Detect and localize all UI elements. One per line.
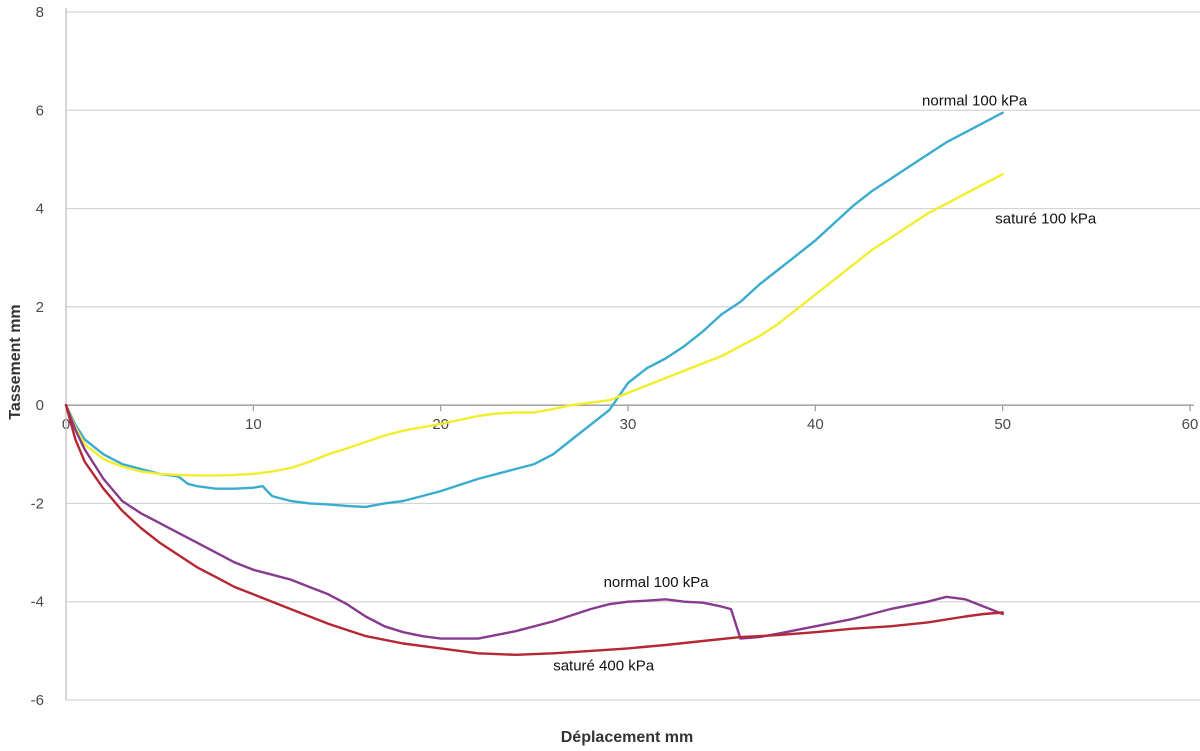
x-tick-label: 10 [245,416,262,433]
series-line-1 [64,111,1004,509]
series-lines [64,111,1004,656]
y-tick-label: 2 [36,299,44,316]
series-label-2: saturé 100 kPa [995,210,1097,227]
series-line-3 [64,403,1004,640]
y-axis: -6 -4 -2 0 2 4 6 8 [31,4,67,709]
series-label-3: normal 100 kPa [604,574,710,591]
x-tick-label: 30 [620,416,637,433]
y-tick-label: 8 [36,4,44,21]
y-tick-label: 6 [36,102,44,119]
x-tick-label: 60 [1182,416,1199,433]
series-line-2 [64,172,1004,477]
y-tick-label: -4 [31,594,44,611]
y-tick-label: 0 [36,397,44,414]
series-line-4 [64,403,1004,656]
x-axis: 0102030405060 [62,404,1199,433]
y-axis-title: Tassement mm [7,304,24,419]
y-tick-label: -6 [31,692,44,709]
series-label-4: saturé 400 kPa [553,658,655,675]
x-tick-label: 40 [807,416,824,433]
gridlines [66,11,1200,701]
series-label-1: normal 100 kPa [922,92,1028,109]
y-tick-label: -2 [31,495,44,512]
x-axis-title: Déplacement mm [561,729,694,746]
y-tick-label: 4 [36,201,44,218]
x-tick-label: 50 [994,416,1011,433]
series-labels: normal 100 kPa saturé 100 kPa normal 100 k… [553,92,1097,674]
